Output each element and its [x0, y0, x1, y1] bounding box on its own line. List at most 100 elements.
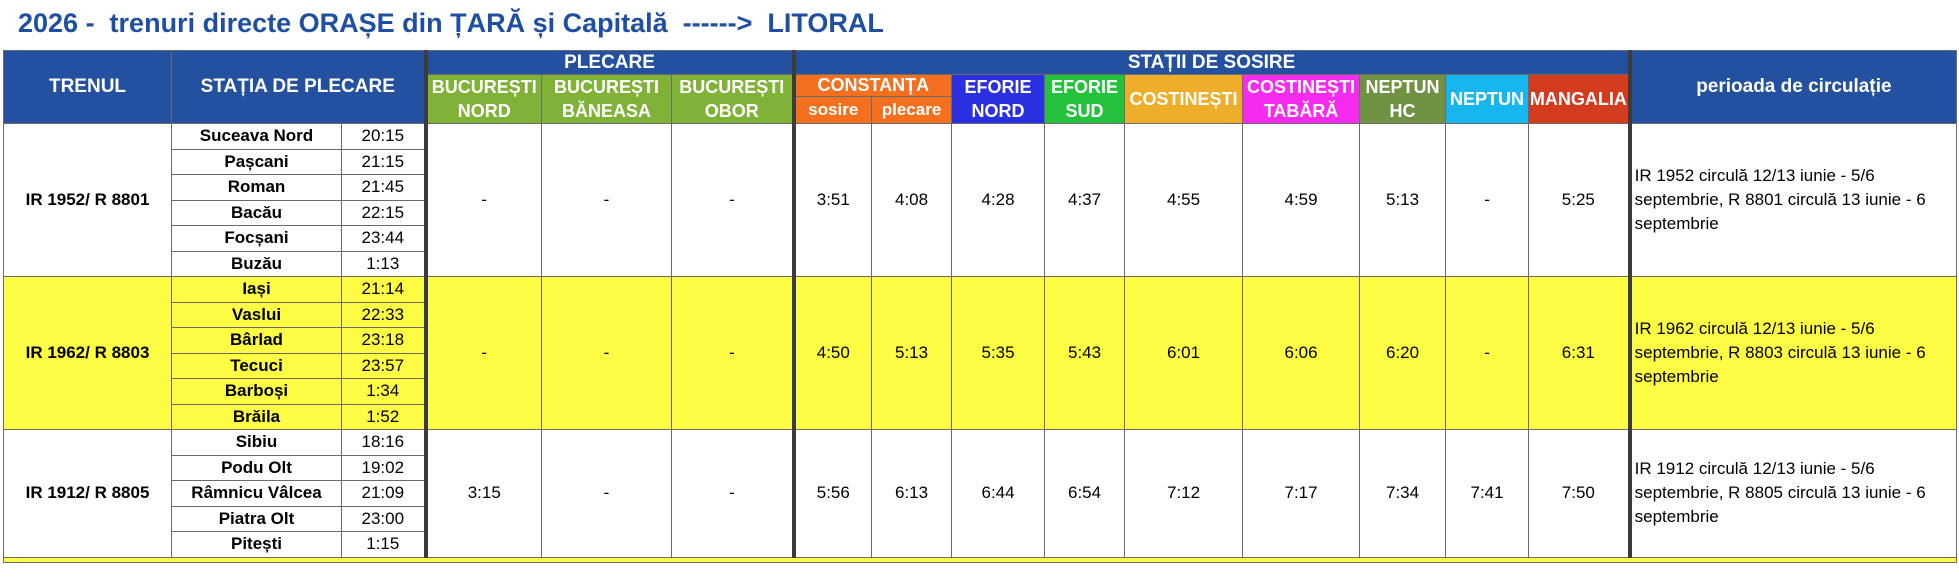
- time-buc-baneasa: -: [541, 429, 673, 558]
- departure-time: 23:00: [340, 505, 428, 532]
- departure-time: 22:15: [340, 199, 428, 226]
- train-name: IR 1912/ R 8805: [3, 429, 172, 558]
- time-neptun: -: [1445, 123, 1530, 277]
- departure-station: Barboși: [171, 378, 342, 405]
- table-row: Bacău 22:15: [4, 199, 1957, 226]
- departure-time: 21:15: [340, 148, 428, 175]
- schedule-table: TRENUL STAȚIA DE PLECARE PLECARE STAȚII …: [2, 50, 1958, 563]
- time-eforie-sud: 4:37: [1044, 123, 1126, 277]
- time-eforie-sud: 5:43: [1044, 276, 1126, 430]
- header-costinesti: COSTINEȘTI: [1124, 74, 1244, 124]
- departure-station: Suceava Nord: [171, 123, 342, 150]
- time-constanta-sosire: 5:56: [793, 429, 873, 558]
- departure-time: 18:16: [340, 429, 428, 456]
- time-neptun-hc: 7:34: [1359, 429, 1447, 558]
- header-bucuresti-obor: BUCUREȘTI OBOR: [671, 74, 796, 124]
- time-constanta-sosire: 4:50: [793, 276, 873, 430]
- table-row: Tecuci 23:57: [4, 352, 1957, 379]
- header-period: perioada de circulație: [1629, 50, 1958, 124]
- departure-station: Iași: [171, 276, 342, 303]
- departure-station: Sibiu: [171, 429, 342, 456]
- departure-station: Buzău: [171, 250, 342, 277]
- departure-time: 23:57: [340, 352, 428, 379]
- departure-station: Focșani: [171, 225, 342, 252]
- table-row: IR 1952/ R 8801 Suceava Nord 20:15- - -3:51 4…: [3, 123, 1958, 277]
- table-row: IR 1962/ R 8803 Iași 21:14- - -4:50 5:13 5:35 5…: [3, 276, 1958, 430]
- departure-time: 22:33: [340, 301, 428, 328]
- header-eforie-nord: EFORIE NORD: [951, 74, 1046, 124]
- table-row: Pitești 1:15: [4, 531, 1957, 558]
- time-mangalia: 5:25: [1528, 123, 1632, 277]
- header-departure-station: STAȚIA DE PLECARE: [170, 50, 428, 124]
- time-costinesti-tabara: 7:17: [1242, 429, 1361, 558]
- table-row: Piatra Olt 23:00: [4, 505, 1957, 532]
- departure-time: 23:44: [340, 225, 428, 252]
- header-constanta-sosire: sosire: [793, 96, 873, 124]
- time-eforie-nord: 4:28: [951, 123, 1046, 277]
- time-costinesti-tabara: 6:06: [1242, 276, 1361, 430]
- table-row: Râmnicu Vâlcea 21:09: [4, 480, 1957, 507]
- departure-station: Pașcani: [171, 148, 342, 175]
- table-row: Barboși 1:34: [4, 378, 1957, 405]
- table-row: Buzău 1:13: [4, 250, 1957, 277]
- departure-station: Piatra Olt: [171, 505, 342, 532]
- departure-time: 1:34: [340, 378, 428, 405]
- table-row: Focșani 23:44: [4, 225, 1957, 252]
- time-buc-nord: -: [425, 123, 543, 277]
- departure-station: Pitești: [171, 531, 342, 558]
- header-plecare: PLECARE: [425, 50, 796, 75]
- time-buc-nord: -: [425, 276, 543, 430]
- table-row: Vaslui 22:33: [4, 301, 1957, 328]
- time-costinesti: 4:55: [1124, 123, 1244, 277]
- table-row: Pașcani 21:15: [4, 148, 1957, 175]
- header-neptun: NEPTUN: [1445, 74, 1530, 124]
- departure-time: 21:45: [340, 174, 428, 201]
- departure-time: 20:15: [340, 123, 428, 150]
- time-buc-baneasa: -: [541, 276, 673, 430]
- departure-time: 1:13: [340, 250, 428, 277]
- time-costinesti-tabara: 4:59: [1242, 123, 1361, 277]
- departure-station: Roman: [171, 174, 342, 201]
- circulation-period: IR 1952 circulă 12/13 iunie - 5/6 septem…: [1629, 123, 1958, 277]
- time-neptun: -: [1445, 276, 1530, 430]
- circulation-period: IR 1962 circulă 12/13 iunie - 5/6 septem…: [1629, 276, 1958, 430]
- time-mangalia: 7:50: [1528, 429, 1632, 558]
- departure-time: 1:15: [340, 531, 428, 558]
- departure-time: 1:52: [340, 403, 428, 430]
- time-neptun: 7:41: [1445, 429, 1530, 558]
- time-neptun-hc: 5:13: [1359, 123, 1447, 277]
- departure-time: 19:02: [340, 454, 428, 481]
- header-mangalia: MANGALIA: [1528, 74, 1632, 124]
- page-title: 2026 - trenuri directe ORAȘE din ȚARĂ și…: [18, 8, 884, 38]
- table-row: Podu Olt 19:02: [4, 454, 1957, 481]
- header-bucuresti-nord: BUCUREȘTI NORD: [425, 74, 543, 124]
- time-constanta-plecare: 4:08: [871, 123, 953, 277]
- header-arrivals: STAȚII DE SOSIRE: [793, 50, 1632, 75]
- header-constanta: CONSTANȚA: [793, 73, 953, 98]
- table-row: Bârlad 23:18: [4, 327, 1957, 354]
- time-buc-obor: -: [671, 276, 796, 430]
- header-costinesti-tabara: COSTINEȘTI TABĂRĂ: [1242, 74, 1361, 124]
- time-constanta-plecare: 6:13: [871, 429, 953, 558]
- departure-station: Bacău: [171, 199, 342, 226]
- departure-station: Podu Olt: [171, 454, 342, 481]
- departure-station: Tecuci: [171, 352, 342, 379]
- train-name: IR 1962/ R 8803: [3, 276, 172, 430]
- time-buc-nord: 3:15: [425, 429, 543, 558]
- next-row-cell: [2, 556, 1958, 563]
- departure-station: Bârlad: [171, 327, 342, 354]
- departure-station: Râmnicu Vâlcea: [171, 480, 342, 507]
- header-neptun-hc: NEPTUN HC: [1359, 74, 1447, 124]
- time-mangalia: 6:31: [1528, 276, 1632, 430]
- time-constanta-sosire: 3:51: [793, 123, 873, 277]
- time-neptun-hc: 6:20: [1359, 276, 1447, 430]
- time-eforie-nord: 5:35: [951, 276, 1046, 430]
- train-name: IR 1952/ R 8801: [3, 123, 172, 277]
- circulation-period: IR 1912 circulă 12/13 iunie - 5/6 septem…: [1629, 429, 1958, 558]
- time-costinesti: 7:12: [1124, 429, 1244, 558]
- time-eforie-sud: 6:54: [1044, 429, 1126, 558]
- header-eforie-sud: EFORIE SUD: [1044, 74, 1126, 124]
- departure-station: Brăila: [171, 403, 342, 430]
- departure-time: 21:14: [340, 276, 428, 303]
- time-buc-obor: -: [671, 429, 796, 558]
